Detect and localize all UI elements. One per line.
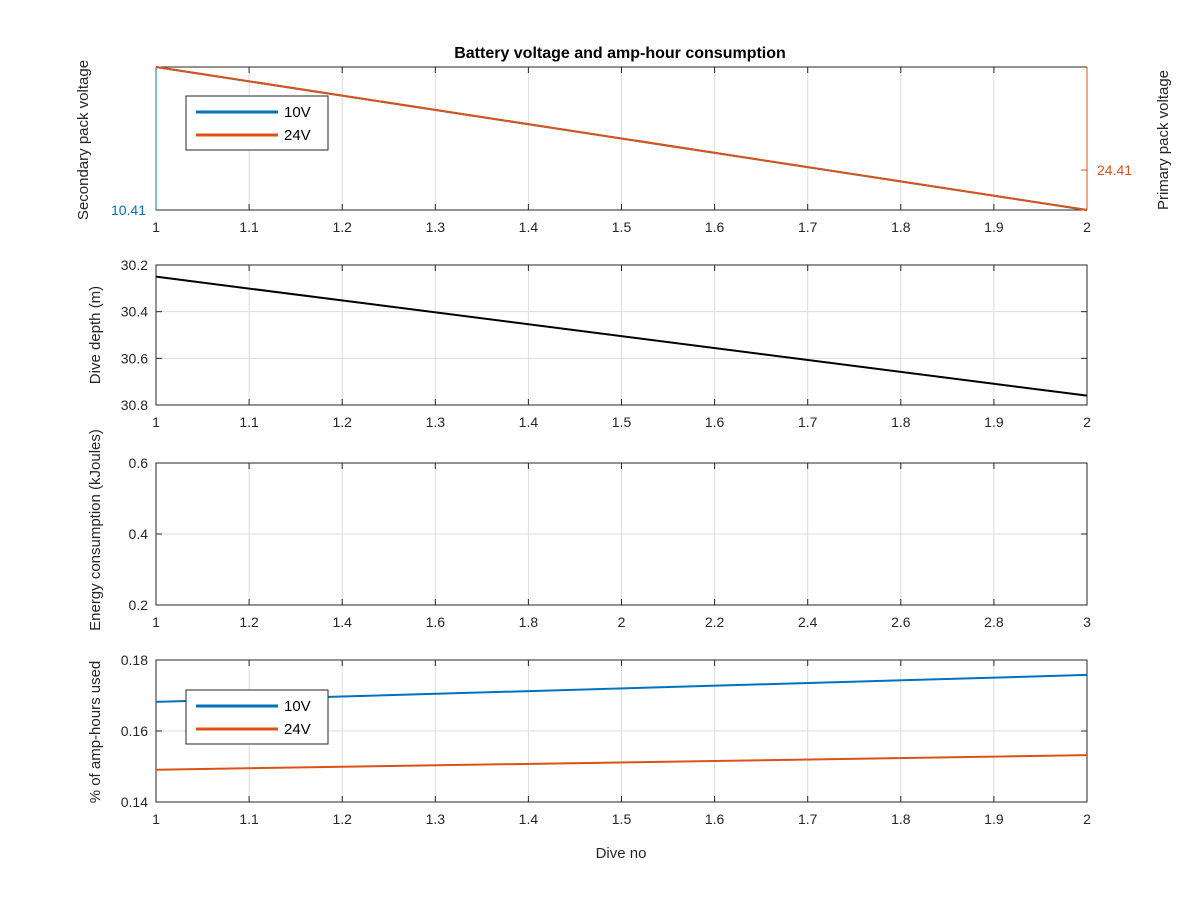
y-tick-label: 30.8 bbox=[121, 397, 148, 413]
x-tick-label: 1.6 bbox=[705, 811, 725, 827]
x-tick-label: 1 bbox=[152, 219, 160, 235]
y-axis-label-left: Secondary pack voltage bbox=[75, 60, 92, 220]
x-tick-label: 1.1 bbox=[239, 219, 259, 235]
x-tick-label: 1.8 bbox=[891, 219, 911, 235]
x-tick-label: 1.9 bbox=[984, 811, 1004, 827]
x-axis-label: Dive no bbox=[596, 845, 647, 862]
x-tick-label: 2.6 bbox=[891, 614, 911, 630]
x-tick-label: 1.2 bbox=[239, 614, 259, 630]
axes-frame bbox=[155, 462, 1088, 606]
x-tick-label: 1.2 bbox=[332, 811, 352, 827]
x-tick-label: 1 bbox=[152, 811, 160, 827]
x-tick-label: 1.1 bbox=[239, 414, 259, 430]
x-tick-label: 1.7 bbox=[798, 811, 818, 827]
legend-label: 24V bbox=[284, 721, 311, 738]
x-tick-label: 1.4 bbox=[519, 414, 539, 430]
x-tick-label: 1.3 bbox=[426, 219, 446, 235]
x-tick-label: 1 bbox=[152, 414, 160, 430]
y-tick-label: 30.2 bbox=[121, 257, 148, 273]
x-tick-label: 1.9 bbox=[984, 414, 1004, 430]
axes-frame bbox=[155, 659, 1088, 803]
series-line-24V bbox=[155, 66, 1088, 211]
x-tick-label: 1.7 bbox=[798, 414, 818, 430]
x-tick-label: 1.8 bbox=[891, 811, 911, 827]
y-tick-label: 0.18 bbox=[121, 652, 148, 668]
y-axis-label: Energy consumption (kJoules) bbox=[87, 429, 104, 631]
x-tick-label: 1.6 bbox=[705, 219, 725, 235]
x-tick-label: 1.8 bbox=[891, 414, 911, 430]
x-tick-label: 1.2 bbox=[332, 219, 352, 235]
x-tick-label: 1.3 bbox=[426, 414, 446, 430]
y-axis-label: % of amp-hours used bbox=[87, 661, 104, 804]
x-tick-label: 1.4 bbox=[519, 811, 539, 827]
x-tick-label: 1.4 bbox=[332, 614, 352, 630]
y-tick-label: 30.4 bbox=[121, 304, 148, 320]
x-tick-label: 1.9 bbox=[984, 219, 1004, 235]
x-tick-label: 1.1 bbox=[239, 811, 259, 827]
y-tick-label: 0.4 bbox=[129, 526, 149, 542]
series-line-24V bbox=[155, 754, 1088, 771]
legend-label: 10V bbox=[284, 698, 311, 715]
y-tick-label-right: 24.41 bbox=[1097, 162, 1132, 178]
y-tick-label: 0.16 bbox=[121, 723, 148, 739]
legend-box bbox=[185, 689, 329, 745]
x-tick-label: 1.8 bbox=[519, 614, 539, 630]
x-tick-label: 2 bbox=[618, 614, 626, 630]
x-tick-label: 1 bbox=[152, 614, 160, 630]
x-tick-label: 2 bbox=[1083, 414, 1091, 430]
x-tick-label: 1.5 bbox=[612, 811, 632, 827]
y-axis-label-right: Primary pack voltage bbox=[1155, 70, 1172, 210]
y-tick-label-left: 10.41 bbox=[111, 202, 146, 218]
y-tick-label: 0.14 bbox=[121, 794, 148, 810]
x-tick-label: 2 bbox=[1083, 219, 1091, 235]
x-tick-label: 1.6 bbox=[426, 614, 446, 630]
series-line-depth bbox=[155, 275, 1088, 397]
x-tick-label: 1.4 bbox=[519, 219, 539, 235]
x-tick-label: 2.4 bbox=[798, 614, 818, 630]
legend-label: 24V bbox=[284, 127, 311, 144]
y-tick-label: 0.2 bbox=[129, 597, 149, 613]
x-tick-label: 3 bbox=[1083, 614, 1091, 630]
x-tick-label: 1.5 bbox=[612, 414, 632, 430]
x-tick-label: 1.6 bbox=[705, 414, 725, 430]
y-axis-label: Dive depth (m) bbox=[87, 286, 104, 384]
legend-label: 10V bbox=[284, 104, 311, 121]
x-tick-label: 1.5 bbox=[612, 219, 632, 235]
figure-title: Battery voltage and amp-hour consumption bbox=[454, 45, 786, 62]
x-tick-label: 2.8 bbox=[984, 614, 1004, 630]
y-tick-label: 0.6 bbox=[129, 455, 149, 471]
x-tick-label: 1.3 bbox=[426, 811, 446, 827]
x-tick-label: 1.7 bbox=[798, 219, 818, 235]
legend-box bbox=[185, 95, 329, 151]
y-tick-label: 30.6 bbox=[121, 350, 148, 366]
x-tick-label: 2.2 bbox=[705, 614, 725, 630]
x-tick-label: 1.2 bbox=[332, 414, 352, 430]
x-tick-label: 2 bbox=[1083, 811, 1091, 827]
axes-frame bbox=[155, 264, 1088, 406]
